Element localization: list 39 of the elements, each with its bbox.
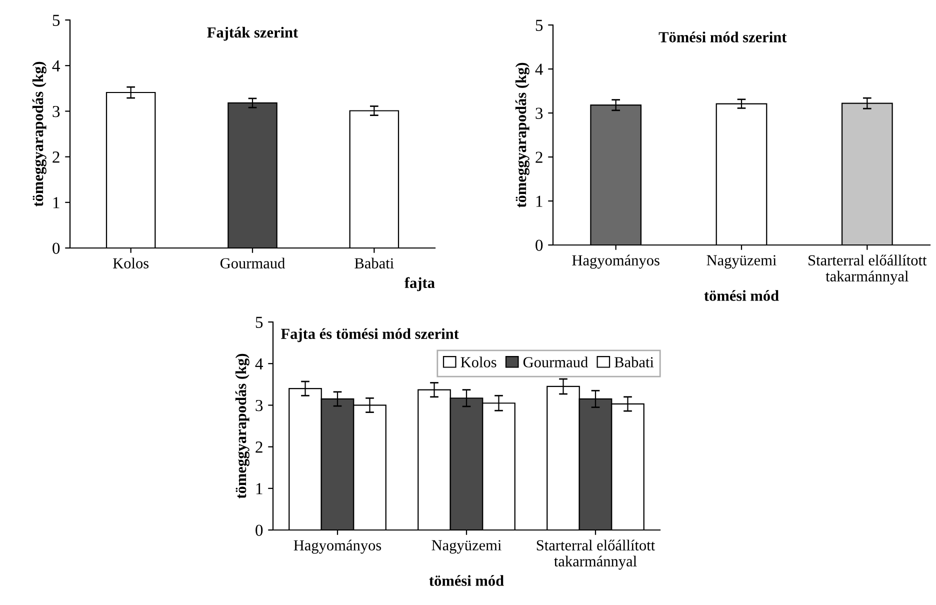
y-tick-label: 2: [52, 152, 60, 163]
legend-label: Gourmaud: [523, 356, 588, 368]
legend-label: Babati: [614, 356, 654, 368]
y-tick-label: 0: [256, 524, 263, 536]
chart-title: Tömési mód szerint: [658, 32, 787, 42]
x-tick-label: Gourmaud: [220, 258, 285, 268]
y-tick-label: 5: [52, 14, 60, 26]
x-tick-label: Nagyüzemi: [432, 540, 502, 554]
x-axis-title: fajta: [404, 277, 435, 292]
x-tick-label: Babati: [354, 258, 394, 268]
y-tick-label: 4: [255, 358, 264, 370]
y-axis-title: tömeggyarapodás (kg): [32, 62, 46, 207]
legend-label: Kolos: [460, 356, 496, 368]
x-tick-label: Hagyományos: [572, 254, 660, 269]
x-tick-label: Starterral előállított takarmánnyal: [536, 540, 656, 570]
y-tick-label: 2: [536, 152, 542, 163]
y-tick-label: 1: [536, 196, 542, 207]
y-tick-label: 2: [256, 442, 262, 453]
chart-title: Fajta és tömési mód szerint: [281, 328, 459, 342]
y-tick-label: 5: [536, 20, 543, 31]
x-tick-label: Hagyományos: [294, 540, 382, 554]
y-tick-label: 0: [536, 240, 543, 251]
y-tick-label: 4: [52, 60, 60, 72]
y-axis-title: tömeggyarapodás (kg): [235, 354, 250, 499]
x-axis-title: tömési mód: [429, 575, 504, 586]
x-tick-label: Starterral előállított takarmánnyal: [808, 254, 927, 285]
y-tick-label: 3: [256, 400, 263, 412]
x-axis-title: tömési mód: [704, 290, 779, 301]
chart-title: Fajták szerint: [207, 26, 298, 41]
y-tick-label: 0: [52, 242, 60, 254]
y-tick-label: 1: [53, 197, 60, 208]
x-tick-label: Kolos: [113, 258, 149, 268]
y-axis-title: tömeggyarapodás (kg): [515, 62, 530, 208]
y-tick-label: 3: [52, 106, 60, 118]
y-tick-label: 3: [536, 108, 543, 119]
y-tick-label: 4: [535, 64, 544, 75]
y-tick-label: 1: [256, 483, 262, 494]
x-tick-label: Nagyüzemi: [706, 255, 776, 269]
y-tick-label: 5: [256, 316, 263, 328]
